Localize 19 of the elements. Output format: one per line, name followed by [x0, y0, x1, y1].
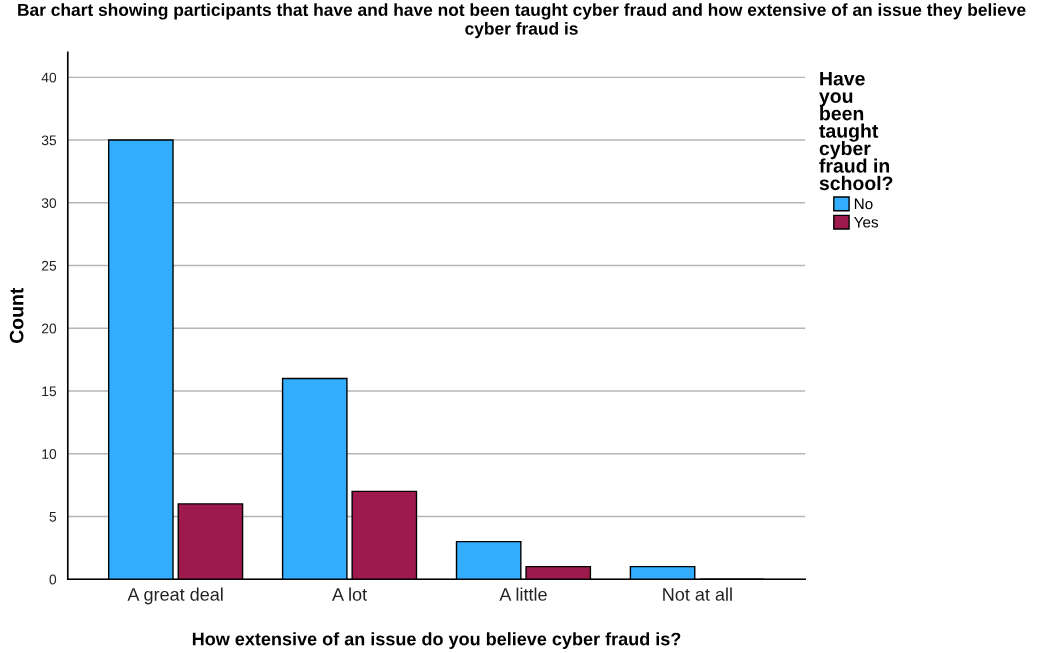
x-tick-label: A great deal	[127, 587, 223, 605]
x-tick-label: A lot	[332, 587, 367, 601]
y-axis-title: Count	[9, 287, 24, 343]
x-tick-label: Not at all	[663, 587, 732, 601]
y-tick-label: 25	[41, 260, 57, 271]
x-axis-title: How extensive of an issue do you believe cyber fraud is?	[192, 632, 681, 649]
y-tick-label: 5	[49, 511, 57, 522]
y-tick-label: 35	[41, 135, 57, 146]
legend-title: Have you been taught cyber fraud in school?	[819, 71, 893, 191]
legend-label: No	[854, 198, 873, 210]
chart-title: Bar chart showing participants that have and have not been taught cyber fraud and how extensive of an issue they believe cyber fraud is	[18, 3, 1026, 39]
y-tick-label: 0	[49, 574, 57, 585]
x-tick-label: A little	[499, 587, 547, 601]
y-tick-label: 10	[42, 449, 57, 459]
y-tick-label: 15	[42, 386, 57, 397]
legend-label: Yes	[854, 216, 879, 228]
y-tick-label: 30	[41, 198, 57, 208]
y-tick-label: 20	[41, 323, 57, 334]
y-tick-label: 40	[41, 72, 57, 83]
